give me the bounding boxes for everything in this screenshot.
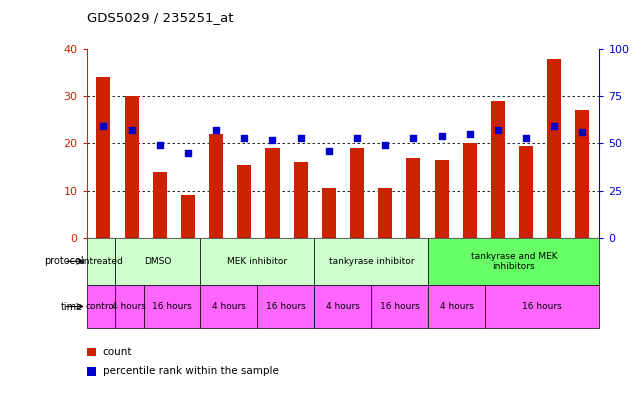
Text: tankyrase and MEK
inhibitors: tankyrase and MEK inhibitors (470, 252, 557, 271)
Point (352, 135, 362, 141)
Point (126, 127, 137, 133)
Text: control: control (85, 302, 117, 311)
Text: 4 hours: 4 hours (212, 302, 246, 311)
Bar (87, 238, 115, 285)
Point (549, 123, 560, 130)
Bar (406, 158, 420, 238)
Text: percentile rank within the sample: percentile rank within the sample (103, 366, 278, 376)
Bar (519, 146, 533, 238)
Text: untreated: untreated (78, 257, 123, 266)
Point (437, 133, 447, 139)
Bar (463, 143, 477, 238)
Bar (435, 160, 449, 238)
Text: tankyrase inhibitor: tankyrase inhibitor (329, 257, 414, 266)
Text: 4 hours: 4 hours (112, 302, 146, 311)
Bar (491, 101, 505, 238)
Bar (485, 285, 599, 328)
Text: MEK inhibitor: MEK inhibitor (228, 257, 288, 266)
Bar (428, 285, 485, 328)
Bar (315, 238, 428, 285)
Text: GDS5029 / 235251_at: GDS5029 / 235251_at (87, 11, 233, 24)
Point (578, 129, 588, 135)
Text: 4 hours: 4 hours (326, 302, 360, 311)
Point (380, 142, 390, 149)
Text: 16 hours: 16 hours (152, 302, 192, 311)
Point (521, 135, 531, 141)
Bar (209, 134, 223, 238)
Point (98, 123, 108, 130)
Text: 16 hours: 16 hours (522, 302, 562, 311)
Point (296, 135, 306, 141)
Point (154, 142, 165, 149)
Text: time: time (61, 301, 83, 312)
Text: 16 hours: 16 hours (266, 302, 306, 311)
Bar (294, 162, 308, 238)
Point (267, 136, 278, 143)
Text: 4 hours: 4 hours (440, 302, 474, 311)
Point (465, 131, 475, 137)
Bar (144, 285, 201, 328)
Bar (237, 165, 251, 238)
Bar (265, 148, 279, 238)
Bar (181, 195, 195, 238)
Bar (315, 285, 371, 328)
Point (183, 150, 193, 156)
Bar (201, 238, 315, 285)
Bar (124, 96, 138, 238)
Point (211, 127, 221, 133)
Point (239, 135, 249, 141)
Text: DMSO: DMSO (144, 257, 171, 266)
Bar (547, 59, 562, 238)
Bar (258, 285, 315, 328)
Point (408, 135, 419, 141)
Text: count: count (103, 347, 132, 357)
Bar (87, 285, 115, 328)
Bar (350, 148, 364, 238)
Bar (378, 188, 392, 238)
Bar (428, 238, 599, 285)
Bar (322, 188, 336, 238)
Text: protocol: protocol (44, 256, 83, 266)
Bar (576, 110, 590, 238)
Bar (96, 77, 110, 238)
Bar (371, 285, 428, 328)
Point (493, 127, 503, 133)
Bar (153, 172, 167, 238)
Bar (201, 285, 258, 328)
Bar (115, 238, 201, 285)
Bar (115, 285, 144, 328)
Point (324, 148, 334, 154)
Text: 16 hours: 16 hours (380, 302, 420, 311)
